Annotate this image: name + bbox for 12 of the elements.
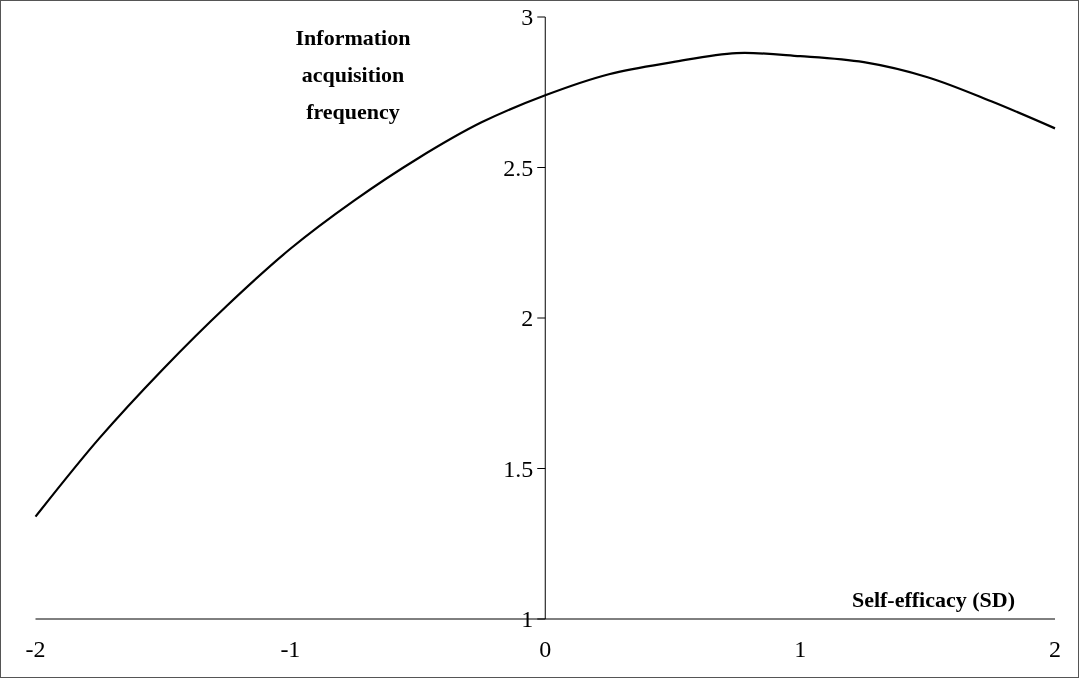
x-tick-label: -1: [280, 636, 301, 662]
x-tick-label: 0: [539, 636, 552, 662]
x-tick-label: -2: [25, 636, 46, 662]
x-axis-title: Self-efficacy (SD): [851, 587, 1015, 612]
y-tick-label: 2: [521, 305, 534, 332]
x-tick-label: 1: [794, 636, 807, 662]
y-tick-label: 3: [521, 4, 534, 31]
y-tick-label: 1: [521, 606, 534, 633]
x-tick-label: 2: [1049, 636, 1061, 662]
y-tick-label: 1.5: [503, 455, 534, 482]
y-axis-title: Information acquisition frequency: [295, 25, 411, 124]
y-tick-label: 2.5: [503, 154, 534, 181]
